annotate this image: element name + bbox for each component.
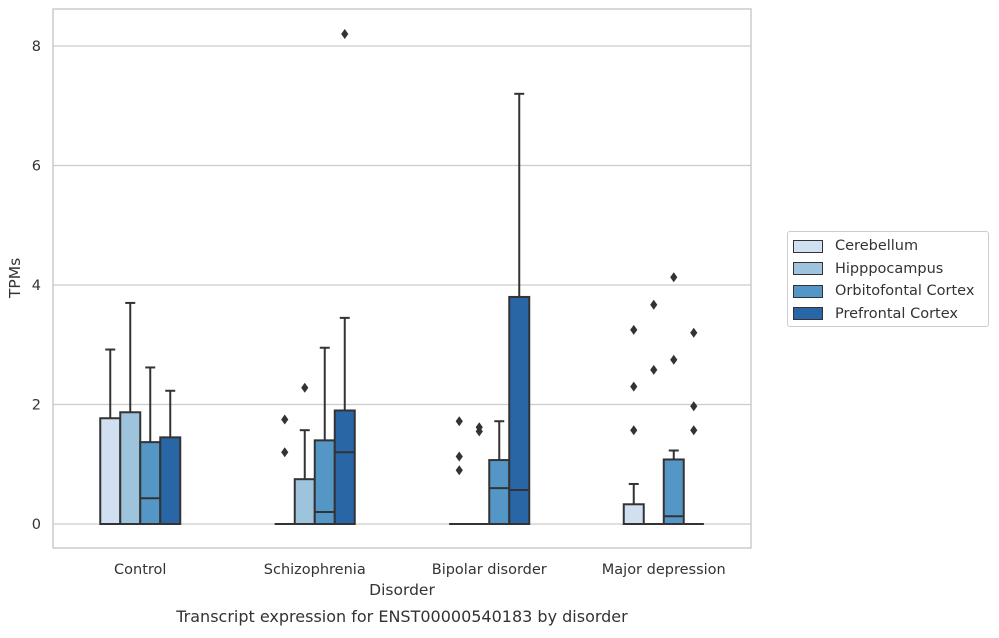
outlier-point: [630, 381, 638, 392]
box-body: [139, 441, 162, 525]
legend-item: Cerebellum: [793, 235, 988, 258]
y-axis-label: TPMs: [6, 258, 24, 299]
legend-swatch: [793, 262, 823, 276]
box-orbitofontal-cortex: [488, 420, 511, 526]
legend-swatch: [793, 239, 823, 253]
legend-label: Hipppocampus: [835, 260, 944, 277]
box-prefrontal-cortex: [333, 29, 356, 526]
box-orbitofontal-cortex: [139, 366, 162, 525]
box-body: [662, 458, 685, 525]
outlier-point: [475, 422, 483, 433]
box-cerebellum: [622, 324, 645, 526]
box-prefrontal-cortex: [159, 389, 182, 525]
box-body: [159, 436, 182, 525]
y-tick-label: 6: [32, 159, 41, 175]
y-tick-label: 4: [32, 278, 41, 294]
y-tick-label: 0: [32, 517, 41, 533]
x-tick-label: Schizophrenia: [264, 562, 366, 578]
box-hipppocampus: [293, 382, 316, 525]
box-hipppocampus: [469, 422, 490, 525]
legend: Cerebellum Hipppocampus Orbitofontal Corte…: [787, 231, 989, 327]
outlier-point: [341, 29, 349, 40]
outlier-point: [670, 354, 678, 365]
box-body: [119, 411, 142, 525]
outlier-point: [301, 382, 309, 393]
outlier-point: [690, 401, 698, 412]
plot-frame: [52, 8, 752, 549]
box-body: [293, 478, 316, 525]
box-body: [333, 409, 356, 526]
outlier-point: [630, 425, 638, 436]
legend-label: Orbitofontal Cortex: [835, 283, 975, 300]
box-body: [508, 295, 531, 526]
outlier-point: [690, 425, 698, 436]
legend-label: Cerebellum: [835, 238, 919, 255]
outlier-point: [650, 299, 658, 310]
box-cerebellum: [274, 414, 295, 525]
box-hipppocampus: [643, 299, 664, 525]
legend-item: Hipppocampus: [793, 258, 988, 281]
outlier-point: [650, 364, 658, 375]
box-prefrontal-cortex: [683, 327, 704, 525]
x-tick-label: Bipolar disorder: [432, 562, 547, 578]
box-body: [99, 417, 122, 525]
outlier-point: [630, 324, 638, 335]
outlier-point: [455, 416, 463, 427]
legend-swatch: [793, 284, 823, 298]
box-body: [622, 503, 645, 526]
outlier-point: [281, 447, 289, 458]
y-tick-label: 2: [32, 398, 41, 414]
box-orbitofontal-cortex: [662, 272, 685, 525]
x-tick-label: Major depression: [602, 562, 726, 578]
box-body: [488, 459, 511, 526]
box-orbitofontal-cortex: [313, 346, 336, 526]
legend-label: Prefrontal Cortex: [835, 305, 958, 322]
box-cerebellum: [99, 348, 122, 525]
outlier-point: [455, 451, 463, 462]
outlier-point: [281, 414, 289, 425]
legend-swatch: [793, 307, 823, 321]
legend-item: Orbitofontal Cortex: [793, 280, 988, 303]
outlier-point: [455, 465, 463, 476]
outlier-point: [690, 327, 698, 338]
x-tick-label: Control: [114, 562, 166, 578]
box-hipppocampus: [119, 301, 142, 525]
outlier-point: [670, 272, 678, 283]
box-cerebellum: [449, 416, 470, 525]
x-axis-label: Disorder: [369, 581, 435, 599]
legend-item: Prefrontal Cortex: [793, 303, 988, 326]
chart-title: Transcript expression for ENST0000054018…: [175, 607, 628, 626]
y-tick-label: 8: [32, 39, 41, 55]
box-prefrontal-cortex: [508, 92, 531, 526]
